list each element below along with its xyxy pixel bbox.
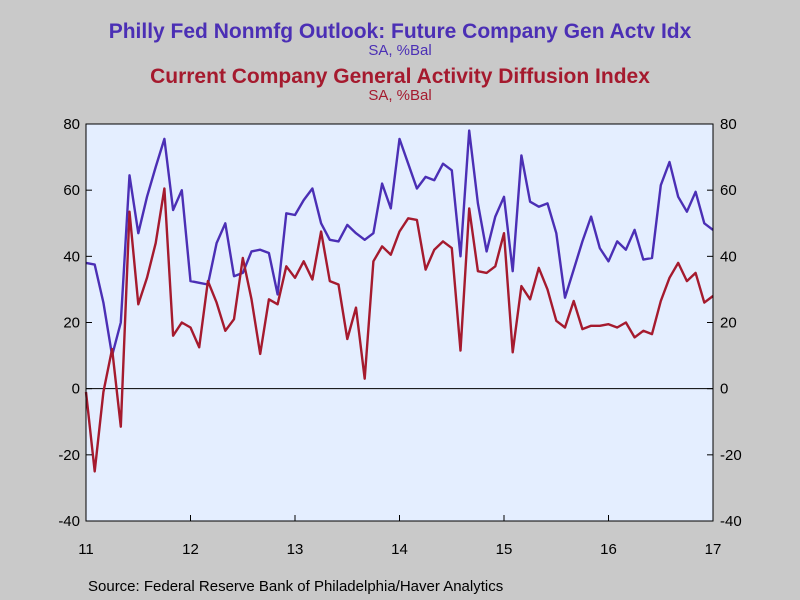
y-tick-label-left: 0 xyxy=(72,381,80,398)
x-tick-label: 16 xyxy=(600,541,617,558)
chart-title-2-unit: SA, %Bal xyxy=(368,87,432,104)
chart-title-2: Current Company General Activity Diffusi… xyxy=(150,65,650,88)
y-tick-label-left: 80 xyxy=(63,116,80,133)
y-tick-label-right: -40 xyxy=(720,513,742,530)
y-tick-label-right: 40 xyxy=(720,248,737,265)
chart-title-1: Philly Fed Nonmfg Outlook: Future Compan… xyxy=(108,20,692,43)
y-tick-label-right: 80 xyxy=(720,116,737,133)
x-tick-label: 15 xyxy=(496,541,513,558)
plot-area xyxy=(85,123,714,522)
y-tick-label-left: -20 xyxy=(58,447,80,464)
y-tick-label-left: 60 xyxy=(63,182,80,199)
y-tick-label-right: 20 xyxy=(720,315,737,332)
chart-title-1-unit: SA, %Bal xyxy=(368,42,432,59)
series-line-2 xyxy=(84,187,714,473)
x-tick-label: 12 xyxy=(182,541,199,558)
y-tick-label-right: 0 xyxy=(720,381,728,398)
source-note: Source: Federal Reserve Bank of Philadel… xyxy=(88,578,504,595)
x-tick-label: 17 xyxy=(705,541,722,558)
x-tick-label: 14 xyxy=(391,541,408,558)
x-tick-label: 11 xyxy=(78,541,94,558)
series-line-1 xyxy=(85,129,714,357)
y-tick-label-right: -20 xyxy=(720,447,742,464)
y-tick-label-left: 20 xyxy=(63,315,80,332)
y-tick-label-right: 60 xyxy=(720,182,737,199)
y-tick-label-left: -40 xyxy=(58,513,80,530)
y-tick-label-left: 40 xyxy=(63,248,80,265)
x-tick-label: 13 xyxy=(287,541,304,558)
